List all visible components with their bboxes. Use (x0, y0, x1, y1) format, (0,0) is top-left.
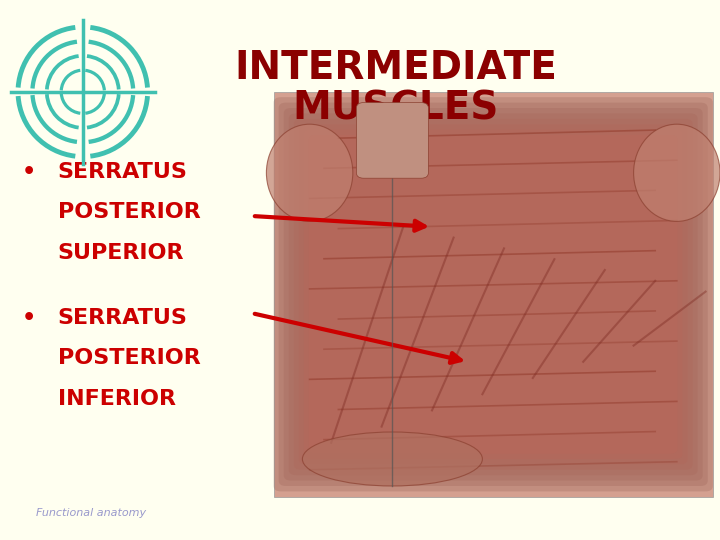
FancyBboxPatch shape (274, 92, 713, 497)
FancyBboxPatch shape (274, 97, 713, 491)
Text: SERRATUS: SERRATUS (58, 162, 187, 182)
Text: •: • (22, 308, 36, 328)
Text: Functional anatomy: Functional anatomy (36, 508, 146, 518)
Text: POSTERIOR: POSTERIOR (58, 348, 200, 368)
Ellipse shape (302, 432, 482, 486)
Text: •: • (22, 162, 36, 182)
FancyBboxPatch shape (304, 130, 683, 459)
FancyBboxPatch shape (279, 103, 708, 486)
Text: INFERIOR: INFERIOR (58, 389, 176, 409)
FancyBboxPatch shape (294, 119, 693, 470)
Text: SERRATUS: SERRATUS (58, 308, 187, 328)
Text: POSTERIOR: POSTERIOR (58, 202, 200, 222)
FancyBboxPatch shape (309, 135, 678, 454)
FancyBboxPatch shape (356, 103, 428, 178)
Ellipse shape (634, 124, 720, 221)
FancyBboxPatch shape (299, 124, 688, 464)
FancyBboxPatch shape (289, 113, 698, 475)
Text: SUPERIOR: SUPERIOR (58, 243, 184, 263)
Ellipse shape (266, 124, 353, 221)
Text: INTERMEDIATE
MUSCLES: INTERMEDIATE MUSCLES (235, 49, 557, 127)
FancyBboxPatch shape (284, 108, 703, 481)
